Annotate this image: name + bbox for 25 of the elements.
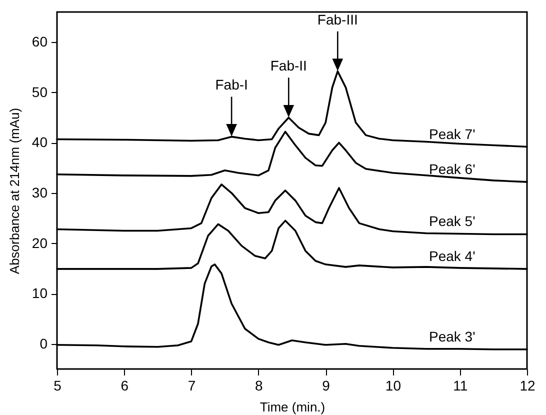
- y-tick-label: 30: [32, 184, 48, 201]
- x-tick-label: 10: [385, 378, 402, 394]
- x-tick-label: 6: [120, 378, 129, 394]
- x-tick-label: 12: [520, 378, 536, 394]
- y-tick-label: 0: [40, 335, 48, 352]
- y-tick-label: 10: [32, 285, 48, 302]
- annotation: Fab-II: [270, 58, 307, 74]
- x-tick-label: 9: [322, 378, 330, 394]
- series-label: Peak 7': [429, 126, 476, 142]
- x-tick-label: 7: [188, 378, 196, 394]
- series-label: Peak 3': [429, 328, 476, 344]
- x-axis-title: Time (min.): [260, 400, 326, 414]
- y-tick-label: 40: [32, 134, 48, 150]
- series-label: Peak 5': [429, 213, 476, 230]
- series-label: Peak 6': [429, 160, 476, 177]
- y-axis-title: Absorbance at 214nm (mAu): [6, 108, 22, 274]
- x-tick-label: 8: [255, 378, 264, 394]
- y-tick-label: 50: [32, 84, 48, 100]
- x-tick-label: 5: [54, 378, 62, 394]
- y-tick-label: 60: [32, 34, 48, 50]
- x-tick-label: 11: [453, 378, 468, 394]
- series-label: Peak 4': [429, 248, 476, 264]
- annotation: Fab-I: [215, 76, 248, 93]
- annotation: Fab-III: [317, 11, 358, 28]
- y-tick-label: 20: [32, 234, 48, 251]
